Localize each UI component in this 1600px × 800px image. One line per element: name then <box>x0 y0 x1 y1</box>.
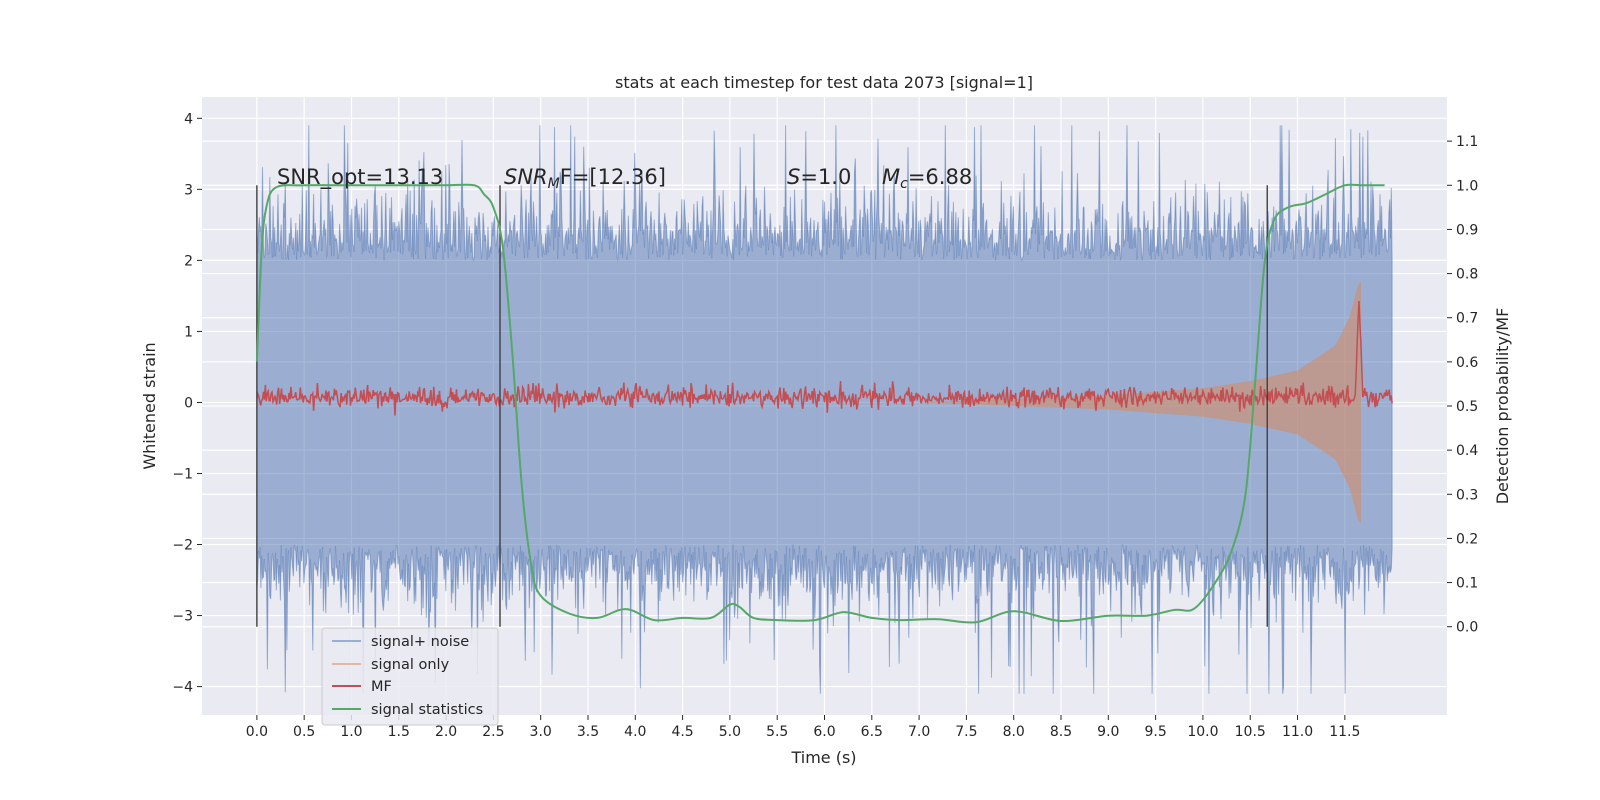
y-right-tick-label: 0.9 <box>1456 222 1478 238</box>
legend-box <box>321 627 499 726</box>
x-tick-label: 0.5 <box>293 724 315 740</box>
y-right-tick-label: 0.0 <box>1456 620 1478 636</box>
y-axis-right-label: Detection probability/MF <box>1493 308 1512 505</box>
x-tick-label: 11.5 <box>1329 724 1360 740</box>
legend-label-signal-noise: signal+ noise <box>371 634 469 650</box>
y-tick-label: −2 <box>172 538 193 554</box>
x-tick-label: 8.5 <box>1050 724 1072 740</box>
x-tick-label: 9.0 <box>1097 724 1119 740</box>
x-tick-label: 2.0 <box>435 724 457 740</box>
y-axis-label: Whitened strain <box>140 342 159 469</box>
x-axis-ticks: 0.0 0.5 1.0 1.5 2.0 2.5 3.0 3.5 4.0 4.5 5.0 5.5 6.0 6… <box>246 715 1360 740</box>
y-right-tick-label: 0.7 <box>1456 311 1478 327</box>
x-tick-label: 6.5 <box>861 724 883 740</box>
mf-series <box>256 300 1393 416</box>
x-tick-label: 4.0 <box>624 724 646 740</box>
x-tick-label: 7.0 <box>908 724 930 740</box>
x-tick-label: 11.0 <box>1282 724 1313 740</box>
legend-label-signal-statistics: signal statistics <box>371 702 483 718</box>
chart-title: stats at each timestep for test data 207… <box>615 73 1033 92</box>
y-right-tick-label: 0.8 <box>1456 267 1478 283</box>
y-tick-label: −3 <box>172 609 193 625</box>
y-tick-label: 0 <box>184 395 193 411</box>
x-tick-label: 9.5 <box>1144 724 1166 740</box>
y-right-tick-label: 0.6 <box>1456 355 1478 371</box>
vertical-markers <box>256 185 1268 627</box>
annotation-snr-mf: SNRMF=[12.36] <box>504 165 666 192</box>
y-tick-label: 2 <box>184 253 193 269</box>
y-tick-label: 3 <box>184 182 193 198</box>
x-axis-label: Time (s) <box>790 748 856 767</box>
signal-only-envelope <box>919 281 1361 524</box>
legend-label-signal-only: signal only <box>371 657 450 673</box>
mf-line <box>256 300 1393 416</box>
y-tick-label: −1 <box>172 466 193 482</box>
y-right-tick-label: 1.0 <box>1456 178 1478 194</box>
x-tick-label: 7.5 <box>955 724 977 740</box>
y-tick-label: −4 <box>172 680 193 696</box>
annotation-s: S=1.0 <box>787 165 851 189</box>
y-right-tick-label: 1.1 <box>1456 134 1478 150</box>
x-tick-label: 6.0 <box>813 724 835 740</box>
x-tick-label: 5.0 <box>719 724 741 740</box>
y-axis-left-ticks: 4 3 2 1 0 −1 −2 −3 −4 <box>172 111 202 696</box>
y-right-tick-label: 0.2 <box>1456 531 1478 547</box>
y-right-tick-label: 0.4 <box>1456 443 1478 459</box>
x-tick-label: 10.0 <box>1187 724 1218 740</box>
y-axis-right-ticks: 1.1 1.0 0.9 0.8 0.7 0.6 0.5 0.4 0.3 0.2 0.1 0.0 <box>1447 134 1478 636</box>
x-tick-label: 8.0 <box>1003 724 1025 740</box>
x-tick-label: 4.5 <box>671 724 693 740</box>
y-right-tick-label: 0.5 <box>1456 399 1478 415</box>
x-tick-label: 3.0 <box>530 724 552 740</box>
x-tick-label: 1.5 <box>388 724 410 740</box>
x-tick-label: 3.5 <box>577 724 599 740</box>
signal-statistics-series <box>255 183 1385 624</box>
annotation-mc: Mc=6.88 <box>882 165 972 192</box>
x-tick-label: 2.5 <box>482 724 504 740</box>
x-tick-label: 0.0 <box>246 724 268 740</box>
annotation-snr-opt: SNR_opt=13.13 <box>277 165 443 190</box>
signal-noise-series <box>256 125 1393 694</box>
x-tick-label: 10.5 <box>1235 724 1266 740</box>
y-tick-label: 4 <box>184 111 193 127</box>
legend-label-mf: MF <box>371 679 392 695</box>
x-tick-label: 5.5 <box>766 724 788 740</box>
x-tick-label: 1.0 <box>340 724 362 740</box>
signal-noise-band <box>256 125 1393 694</box>
y-tick-label: 1 <box>184 324 193 340</box>
signal-statistics-line <box>255 183 1385 624</box>
legend: signal+ noise signal only MF signal stat… <box>321 627 499 726</box>
y-right-tick-label: 0.3 <box>1456 487 1478 503</box>
y-right-tick-label: 0.1 <box>1456 576 1478 592</box>
signal-only-series <box>919 281 1361 524</box>
